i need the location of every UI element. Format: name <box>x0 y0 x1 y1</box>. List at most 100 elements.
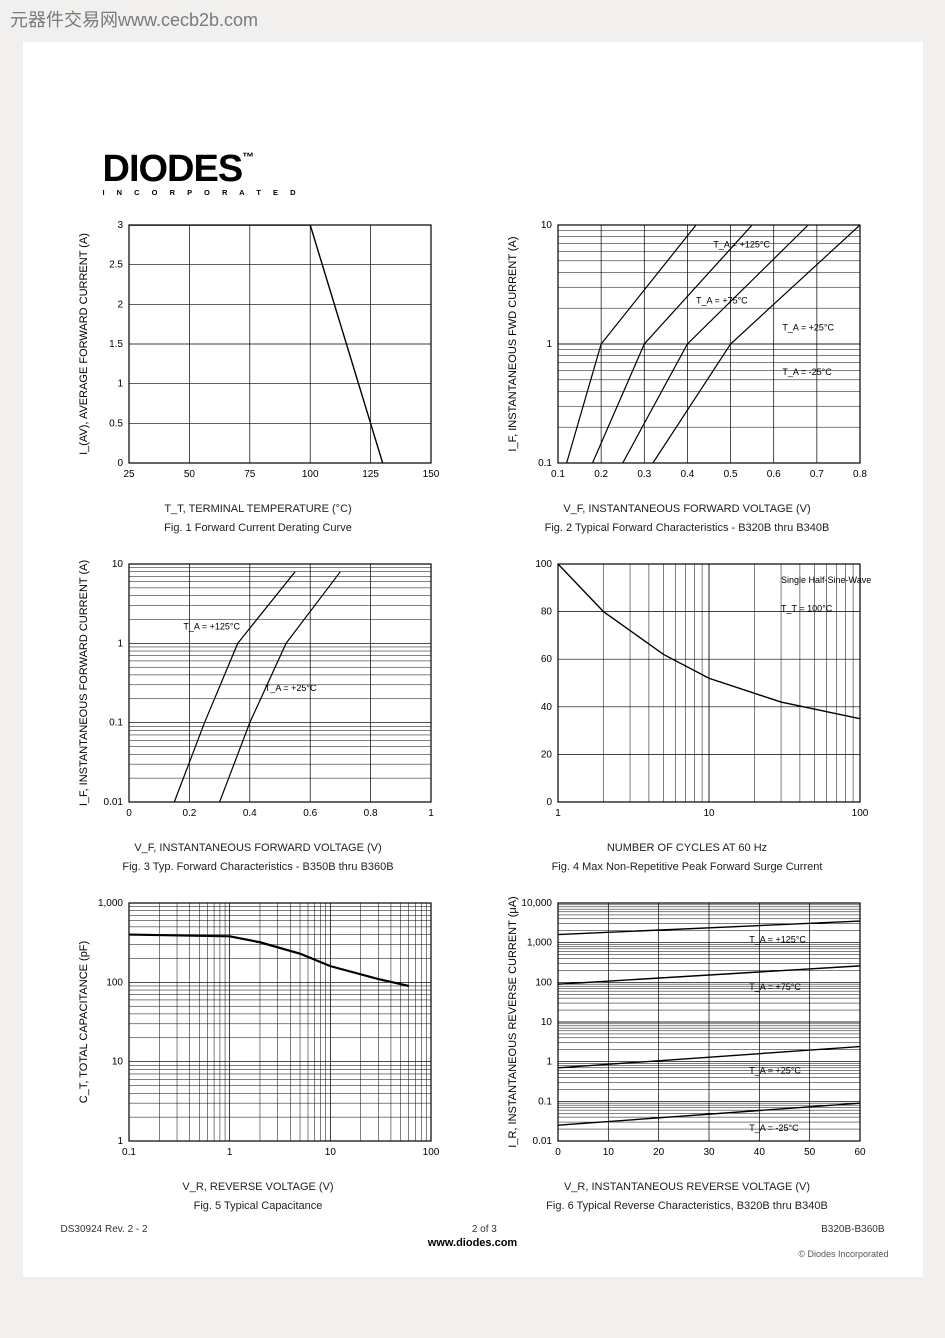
svg-text:50: 50 <box>184 469 196 480</box>
svg-text:I_(AV), AVERAGE FORWARD CURREN: I_(AV), AVERAGE FORWARD CURRENT (A) <box>78 233 90 455</box>
svg-text:125: 125 <box>362 469 379 480</box>
logo-subtext: I N C O R P O R A T E D <box>103 188 301 197</box>
svg-text:T_A = +75°C: T_A = +75°C <box>749 981 801 991</box>
svg-text:20: 20 <box>541 749 553 760</box>
svg-text:150: 150 <box>423 469 440 480</box>
svg-text:0.4: 0.4 <box>243 808 257 819</box>
svg-text:1: 1 <box>555 808 561 819</box>
charts-grid: 25507510012515000.511.522.53I_(AV), AVER… <box>57 102 889 1214</box>
svg-text:T_A = +75°C: T_A = +75°C <box>696 295 748 305</box>
svg-text:1: 1 <box>227 1147 233 1158</box>
svg-text:40: 40 <box>541 702 553 713</box>
fig6-xlabel: V_R, INSTANTANEOUS REVERSE VOLTAGE (V) <box>486 1181 889 1193</box>
svg-text:20: 20 <box>653 1147 665 1158</box>
svg-text:0.1: 0.1 <box>538 1096 552 1107</box>
svg-text:T_A = -25°C: T_A = -25°C <box>782 367 832 377</box>
footer-left: DS30924 Rev. 2 - 2 <box>61 1224 148 1235</box>
svg-text:0.6: 0.6 <box>303 808 317 819</box>
fig1-chart: 25507510012515000.511.522.53I_(AV), AVER… <box>57 217 460 497</box>
svg-text:25: 25 <box>123 469 135 480</box>
svg-text:0.3: 0.3 <box>637 469 651 480</box>
fig2-chart: 0.10.20.30.40.50.60.70.80.1110I_F, INSTA… <box>486 217 889 497</box>
footer-right: B320B-B360B <box>821 1224 884 1235</box>
svg-text:0.6: 0.6 <box>767 469 781 480</box>
svg-text:100: 100 <box>852 808 869 819</box>
svg-text:1: 1 <box>117 1136 123 1147</box>
watermark-text: 元器件交易网www.cecb2b.com <box>0 0 945 38</box>
fig1-xlabel: T_T, TERMINAL TEMPERATURE (°C) <box>57 503 460 515</box>
svg-text:50: 50 <box>804 1147 816 1158</box>
svg-text:30: 30 <box>703 1147 715 1158</box>
svg-text:80: 80 <box>541 606 553 617</box>
svg-text:C_T, TOTAL CAPACITANCE (pF): C_T, TOTAL CAPACITANCE (pF) <box>78 940 90 1102</box>
svg-text:0: 0 <box>117 458 123 469</box>
svg-text:1: 1 <box>546 1056 552 1067</box>
svg-text:I_F, INSTANTANEOUS FWD CURRENT: I_F, INSTANTANEOUS FWD CURRENT (A) <box>507 236 519 451</box>
svg-text:T_A = +125°C: T_A = +125°C <box>183 621 240 631</box>
footer-url: www.diodes.com <box>57 1235 889 1249</box>
svg-text:1,000: 1,000 <box>527 937 552 948</box>
svg-text:0.1: 0.1 <box>122 1147 136 1158</box>
svg-text:I_R, INSTANTANEOUS REVERSE CUR: I_R, INSTANTANEOUS REVERSE CURRENT (μA) <box>507 896 519 1147</box>
svg-text:1: 1 <box>117 638 123 649</box>
fig4-chart: 110100020406080100Single Half-Sine-WaveT… <box>486 556 889 836</box>
svg-text:T_A = +125°C: T_A = +125°C <box>749 934 806 944</box>
page: DIODES™ I N C O R P O R A T E D 25507510… <box>23 42 923 1277</box>
fig3-block: 00.20.40.60.810.010.1110I_F, INSTANTANEO… <box>57 556 460 875</box>
brand-logo: DIODES™ I N C O R P O R A T E D <box>103 152 301 197</box>
svg-text:0.4: 0.4 <box>680 469 694 480</box>
fig4-title: Fig. 4 Max Non-Repetitive Peak Forward S… <box>486 860 889 875</box>
svg-text:0.8: 0.8 <box>364 808 378 819</box>
svg-text:10: 10 <box>603 1147 615 1158</box>
svg-text:3: 3 <box>117 220 123 231</box>
fig5-chart: 0.11101001101001,000C_T, TOTAL CAPACITAN… <box>57 895 460 1175</box>
svg-text:10: 10 <box>541 220 553 231</box>
page-footer: DS30924 Rev. 2 - 2 2 of 3 B320B-B360B <box>57 1214 889 1235</box>
fig6-title: Fig. 6 Typical Reverse Characteristics, … <box>486 1199 889 1214</box>
svg-text:0: 0 <box>546 797 552 808</box>
svg-text:100: 100 <box>535 559 552 570</box>
svg-text:0.1: 0.1 <box>109 718 123 729</box>
svg-text:1: 1 <box>428 808 434 819</box>
svg-text:Single Half-Sine-Wave: Single Half-Sine-Wave <box>781 575 871 585</box>
svg-text:T_A = +125°C: T_A = +125°C <box>713 239 770 249</box>
svg-text:T_A = +25°C: T_A = +25°C <box>782 322 834 332</box>
fig1-title: Fig. 1 Forward Current Derating Curve <box>57 521 460 536</box>
svg-text:0.1: 0.1 <box>538 458 552 469</box>
svg-text:T_A = +25°C: T_A = +25°C <box>265 683 317 693</box>
fig2-xlabel: V_F, INSTANTANEOUS FORWARD VOLTAGE (V) <box>486 503 889 515</box>
fig6-chart: 01020304050600.010.11101001,00010,000I_R… <box>486 895 889 1175</box>
svg-text:T_A = -25°C: T_A = -25°C <box>749 1123 799 1133</box>
svg-text:0.1: 0.1 <box>551 469 565 480</box>
svg-text:0.7: 0.7 <box>810 469 824 480</box>
svg-text:10: 10 <box>541 1017 553 1028</box>
svg-text:1: 1 <box>117 379 123 390</box>
fig4-block: 110100020406080100Single Half-Sine-WaveT… <box>486 556 889 875</box>
svg-text:0.2: 0.2 <box>182 808 196 819</box>
fig5-xlabel: V_R, REVERSE VOLTAGE (V) <box>57 1181 460 1193</box>
svg-text:I_F, INSTANTANEOUS FORWARD CUR: I_F, INSTANTANEOUS FORWARD CURRENT (A) <box>78 560 90 806</box>
svg-text:10: 10 <box>112 1056 124 1067</box>
fig2-block: 0.10.20.30.40.50.60.70.80.1110I_F, INSTA… <box>486 217 889 536</box>
svg-text:0.8: 0.8 <box>853 469 867 480</box>
svg-text:T_T = 100°C: T_T = 100°C <box>781 603 833 613</box>
svg-text:100: 100 <box>302 469 319 480</box>
svg-text:60: 60 <box>854 1147 866 1158</box>
svg-text:75: 75 <box>244 469 256 480</box>
svg-text:1.5: 1.5 <box>109 339 123 350</box>
fig6-block: 01020304050600.010.11101001,00010,000I_R… <box>486 895 889 1214</box>
fig5-block: 0.11101001101001,000C_T, TOTAL CAPACITAN… <box>57 895 460 1214</box>
svg-text:10,000: 10,000 <box>521 898 552 909</box>
footer-center: 2 of 3 <box>148 1224 822 1235</box>
fig1-block: 25507510012515000.511.522.53I_(AV), AVER… <box>57 217 460 536</box>
svg-text:1: 1 <box>546 339 552 350</box>
svg-text:0: 0 <box>555 1147 561 1158</box>
svg-text:0.01: 0.01 <box>533 1136 553 1147</box>
svg-text:100: 100 <box>423 1147 440 1158</box>
svg-text:2.5: 2.5 <box>109 260 123 271</box>
svg-text:100: 100 <box>106 977 123 988</box>
svg-text:0.2: 0.2 <box>594 469 608 480</box>
svg-text:0: 0 <box>126 808 132 819</box>
fig5-title: Fig. 5 Typical Capacitance <box>57 1199 460 1214</box>
svg-text:0.5: 0.5 <box>109 418 123 429</box>
